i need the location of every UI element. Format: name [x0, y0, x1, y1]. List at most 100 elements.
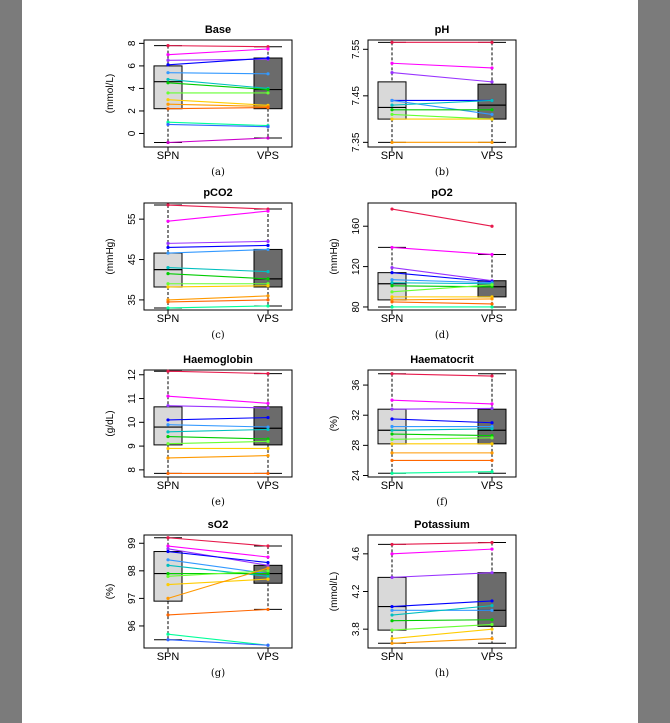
panel-caption: (d): [435, 330, 449, 341]
pair-point: [490, 451, 494, 455]
pair-point: [166, 107, 170, 111]
y-tick-label: 160: [351, 217, 362, 234]
pair-point: [166, 58, 170, 62]
plot-frame: [143, 534, 293, 649]
chart-title: pO2: [431, 187, 452, 199]
pair-point: [390, 451, 394, 455]
pair-line: [167, 204, 269, 210]
pair-line: [167, 455, 269, 459]
pair-line: [167, 440, 269, 445]
pair-point: [266, 270, 270, 274]
x-tick-label: VPS: [257, 480, 279, 492]
pair-line: [167, 137, 269, 144]
pair-point: [166, 285, 170, 289]
pair-point: [390, 290, 394, 294]
pair-point: [266, 566, 270, 570]
pair-point: [490, 302, 494, 306]
pair-point: [390, 103, 394, 107]
panel-caption: (g): [211, 668, 225, 679]
pair-point: [166, 102, 170, 106]
pair-point: [390, 424, 394, 429]
pair-point: [266, 209, 270, 213]
pair-point: [490, 66, 494, 70]
x-tick-label: VPS: [257, 150, 279, 162]
pair-point: [166, 456, 170, 460]
x-tick-label: VPS: [257, 313, 279, 325]
pair-point: [166, 71, 170, 75]
panel-po2: pO2 (mmHg) 80 120 160 SPN VPS (d): [329, 187, 517, 341]
pair-point: [390, 604, 394, 609]
x-tick-label: VPS: [257, 651, 279, 663]
pair-point: [266, 555, 270, 559]
pair-point: [390, 140, 394, 144]
pair-point: [166, 394, 170, 398]
pair-point: [490, 305, 494, 309]
pair-point: [166, 423, 170, 427]
pair-point: [266, 298, 270, 302]
pair-point: [266, 136, 270, 140]
box-vps: [253, 248, 283, 288]
pair-line: [391, 605, 493, 616]
pair-line: [167, 417, 269, 421]
pair-line: [167, 299, 269, 303]
y-tick-label: 80: [351, 301, 362, 313]
pair-point: [266, 72, 270, 76]
y-tick-label: 4.2: [351, 584, 362, 598]
pair-point: [490, 470, 494, 474]
pair-point: [266, 563, 270, 567]
pair-line: [167, 210, 269, 222]
pair-line: [391, 433, 493, 437]
pair-point: [266, 91, 270, 95]
pair-line: [391, 301, 493, 305]
pair-point: [266, 560, 270, 565]
pair-point: [166, 53, 170, 57]
pair-line: [167, 99, 269, 106]
pair-point: [390, 108, 394, 112]
pair-point: [390, 442, 394, 446]
pair-point: [490, 40, 494, 44]
pair-line: [167, 48, 269, 56]
pair-point: [266, 105, 270, 110]
y-tick-label: 0: [127, 130, 138, 136]
pair-line: [167, 305, 269, 309]
y-axis-label: (mmol/L): [105, 74, 116, 113]
pair-point: [490, 433, 494, 438]
pair-point: [266, 607, 270, 612]
pair-point: [490, 117, 494, 121]
pair-point: [266, 277, 270, 281]
pair-line: [167, 405, 269, 409]
pair-line: [391, 72, 493, 83]
pair-point: [166, 98, 170, 102]
pair-line: [167, 121, 269, 127]
pair-point: [266, 571, 270, 576]
y-tick-label: 32: [351, 409, 362, 421]
pair-point: [490, 98, 494, 103]
plot-frame: [367, 39, 517, 148]
y-tick-label: 35: [127, 294, 138, 306]
pair-point: [166, 91, 170, 95]
pair-line: [167, 78, 269, 89]
x-tick-label: VPS: [481, 651, 503, 663]
pair-point: [166, 369, 170, 373]
pair-line: [167, 428, 269, 433]
pair-point: [266, 643, 270, 647]
pair-point: [490, 108, 494, 112]
pair-point: [266, 125, 270, 129]
pair-point: [390, 372, 394, 376]
pair-line: [391, 600, 493, 608]
pair-line: [167, 436, 269, 440]
pair-line: [167, 570, 269, 577]
pair-point: [390, 245, 394, 250]
panel-pco2: pCO2 (mmHg) 35 45 55 SPN VPS (c): [105, 187, 293, 341]
pair-point: [266, 401, 270, 405]
pair-point: [390, 278, 394, 282]
y-tick-label: 12: [127, 369, 138, 381]
pair-point: [390, 417, 394, 421]
pair-line: [167, 550, 269, 564]
pair-point: [166, 300, 170, 304]
panel-haemoglobin: Haemoglobin (g/dL) 8 9 10 11 12 SPN VPS (e): [105, 354, 293, 508]
pair-point: [166, 434, 170, 439]
pair-point: [266, 56, 270, 60]
x-tick-label: SPN: [381, 313, 404, 325]
pair-line: [167, 45, 269, 48]
